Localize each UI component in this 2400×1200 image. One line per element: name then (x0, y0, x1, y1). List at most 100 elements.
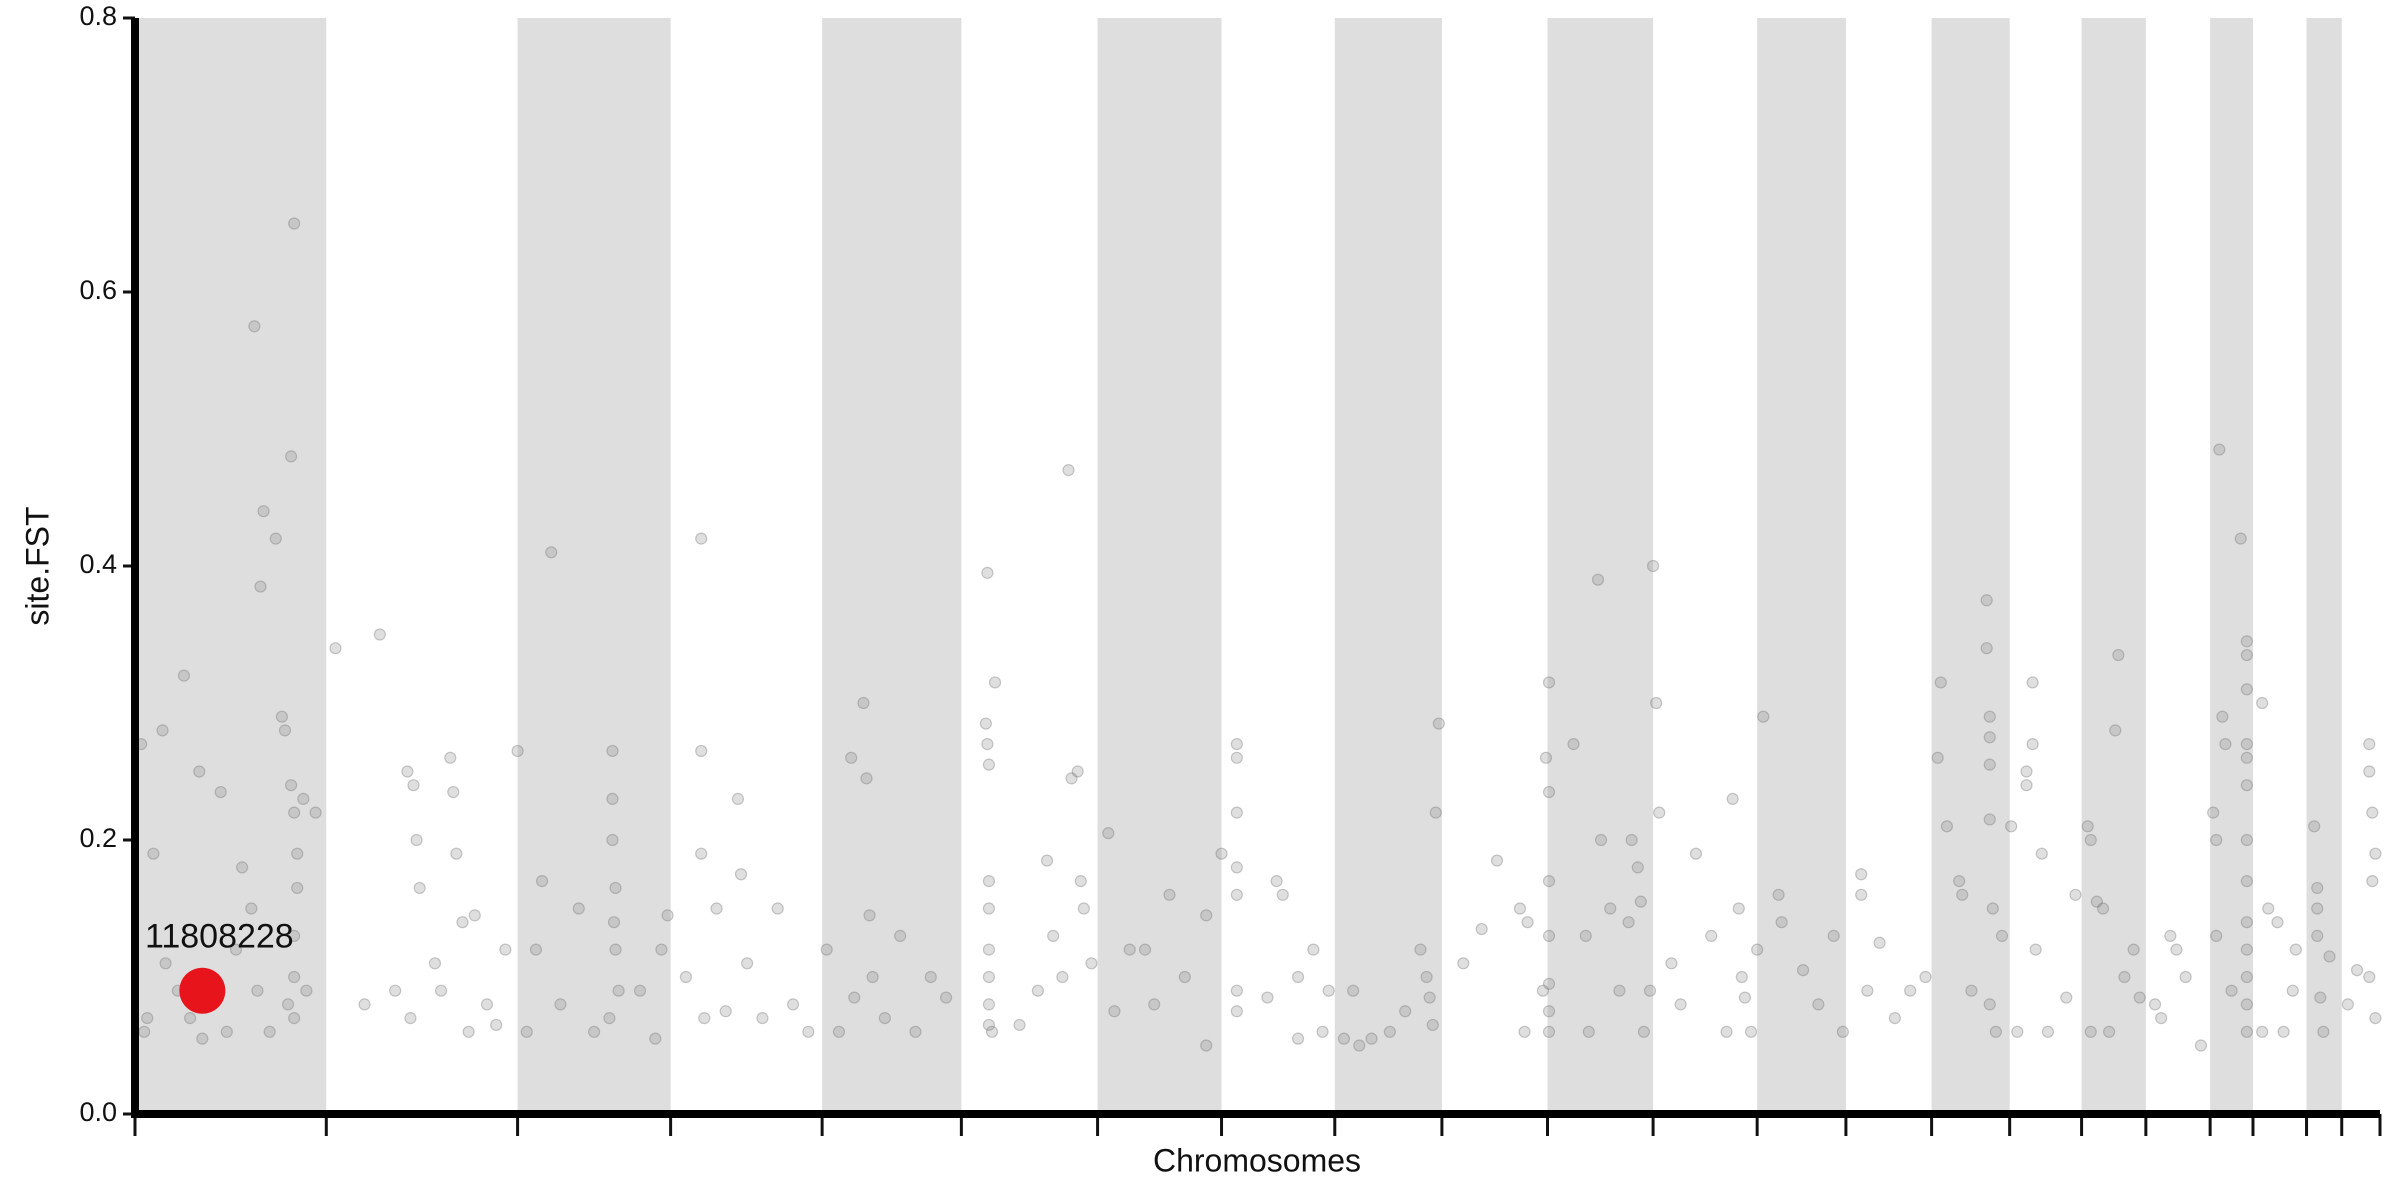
data-point (1148, 998, 1161, 1011)
data-point (407, 779, 420, 792)
data-point (288, 217, 301, 230)
data-point (1230, 861, 1243, 874)
data-point (468, 909, 481, 922)
data-point (2369, 847, 2382, 860)
data-point (220, 1025, 233, 1038)
data-point (1653, 806, 1666, 819)
data-point (2164, 929, 2177, 943)
data-point (1919, 970, 1932, 984)
data-point (679, 970, 693, 984)
data-point (1643, 984, 1657, 997)
data-point (1751, 943, 1764, 956)
data-point (1772, 888, 1785, 901)
data-point (2240, 751, 2253, 764)
chromosome-band (135, 18, 327, 1114)
y-axis-label: site.FST (19, 506, 55, 625)
data-point (2234, 532, 2247, 545)
data-point (655, 943, 668, 956)
data-point (1726, 792, 1739, 806)
data-point (857, 696, 870, 710)
data-point (832, 1025, 846, 1038)
data-point (1983, 813, 1996, 826)
data-point (281, 998, 295, 1011)
data-point (2020, 765, 2033, 778)
data-point (1178, 970, 1191, 984)
data-point (981, 566, 994, 579)
data-point (1353, 1039, 1366, 1052)
data-point (606, 833, 619, 847)
data-point (159, 957, 172, 970)
data-point (278, 724, 292, 737)
data-point (2240, 648, 2253, 662)
highlight-point (179, 967, 226, 1014)
data-point (389, 984, 402, 997)
data-point (2127, 943, 2140, 956)
data-point (1291, 1032, 1305, 1045)
data-point (2277, 1025, 2290, 1038)
data-point (1200, 909, 1213, 922)
data-point (2207, 806, 2220, 819)
data-point (1720, 1025, 1733, 1038)
data-point (695, 532, 708, 545)
data-point (878, 1011, 891, 1025)
data-point (288, 806, 301, 819)
data-point (1337, 1032, 1351, 1045)
data-point (1108, 1005, 1121, 1018)
data-point (2219, 737, 2232, 751)
data-point (1579, 929, 1592, 943)
data-point (1594, 833, 1608, 847)
data-point (734, 868, 748, 881)
data-point (2035, 847, 2048, 860)
data-point (1230, 737, 1243, 751)
data-point (410, 833, 423, 847)
data-point (444, 751, 457, 764)
data-point (1123, 943, 1136, 956)
data-point (1085, 957, 1098, 970)
data-point (2090, 895, 2103, 908)
chromosome-band (1547, 18, 1654, 1114)
y-tick-label: 0.4 (79, 549, 117, 579)
data-point (1604, 902, 1617, 915)
data-point (1457, 957, 1470, 970)
data-point (1622, 916, 1635, 929)
data-point (2366, 874, 2379, 888)
data-point (1230, 1005, 1243, 1018)
data-point (1056, 970, 1069, 984)
data-point (771, 902, 784, 915)
data-point (606, 792, 619, 806)
data-point (1365, 1032, 1378, 1045)
chromosome-band (1757, 18, 1846, 1114)
data-point (450, 847, 463, 860)
data-point (939, 991, 953, 1004)
data-point (866, 970, 879, 984)
data-point (2210, 929, 2223, 943)
data-point (661, 909, 674, 922)
data-point (1414, 943, 1427, 956)
data-point (1230, 888, 1243, 901)
data-point (1855, 888, 1868, 901)
chromosome-band (2306, 18, 2342, 1114)
data-point (1077, 902, 1090, 915)
data-point (802, 1025, 815, 1038)
data-point (698, 1011, 711, 1025)
data-point (2240, 833, 2253, 847)
data-point (2317, 1025, 2330, 1038)
data-point (1934, 676, 1947, 689)
data-point (511, 744, 524, 758)
data-point (229, 943, 243, 956)
data-point (499, 943, 512, 956)
data-point (633, 984, 647, 997)
data-point (1102, 827, 1115, 840)
data-point (1634, 895, 1647, 908)
data-point (1230, 984, 1243, 997)
data-point (2369, 1011, 2382, 1025)
y-tick-label: 0.8 (79, 1, 117, 31)
data-point (545, 546, 558, 559)
data-point (1542, 676, 1556, 689)
data-point (848, 991, 861, 1004)
data-point (1518, 1025, 1531, 1038)
data-point (1490, 854, 1504, 867)
data-point (982, 998, 996, 1011)
data-point (1995, 929, 2009, 943)
data-point (214, 785, 227, 799)
